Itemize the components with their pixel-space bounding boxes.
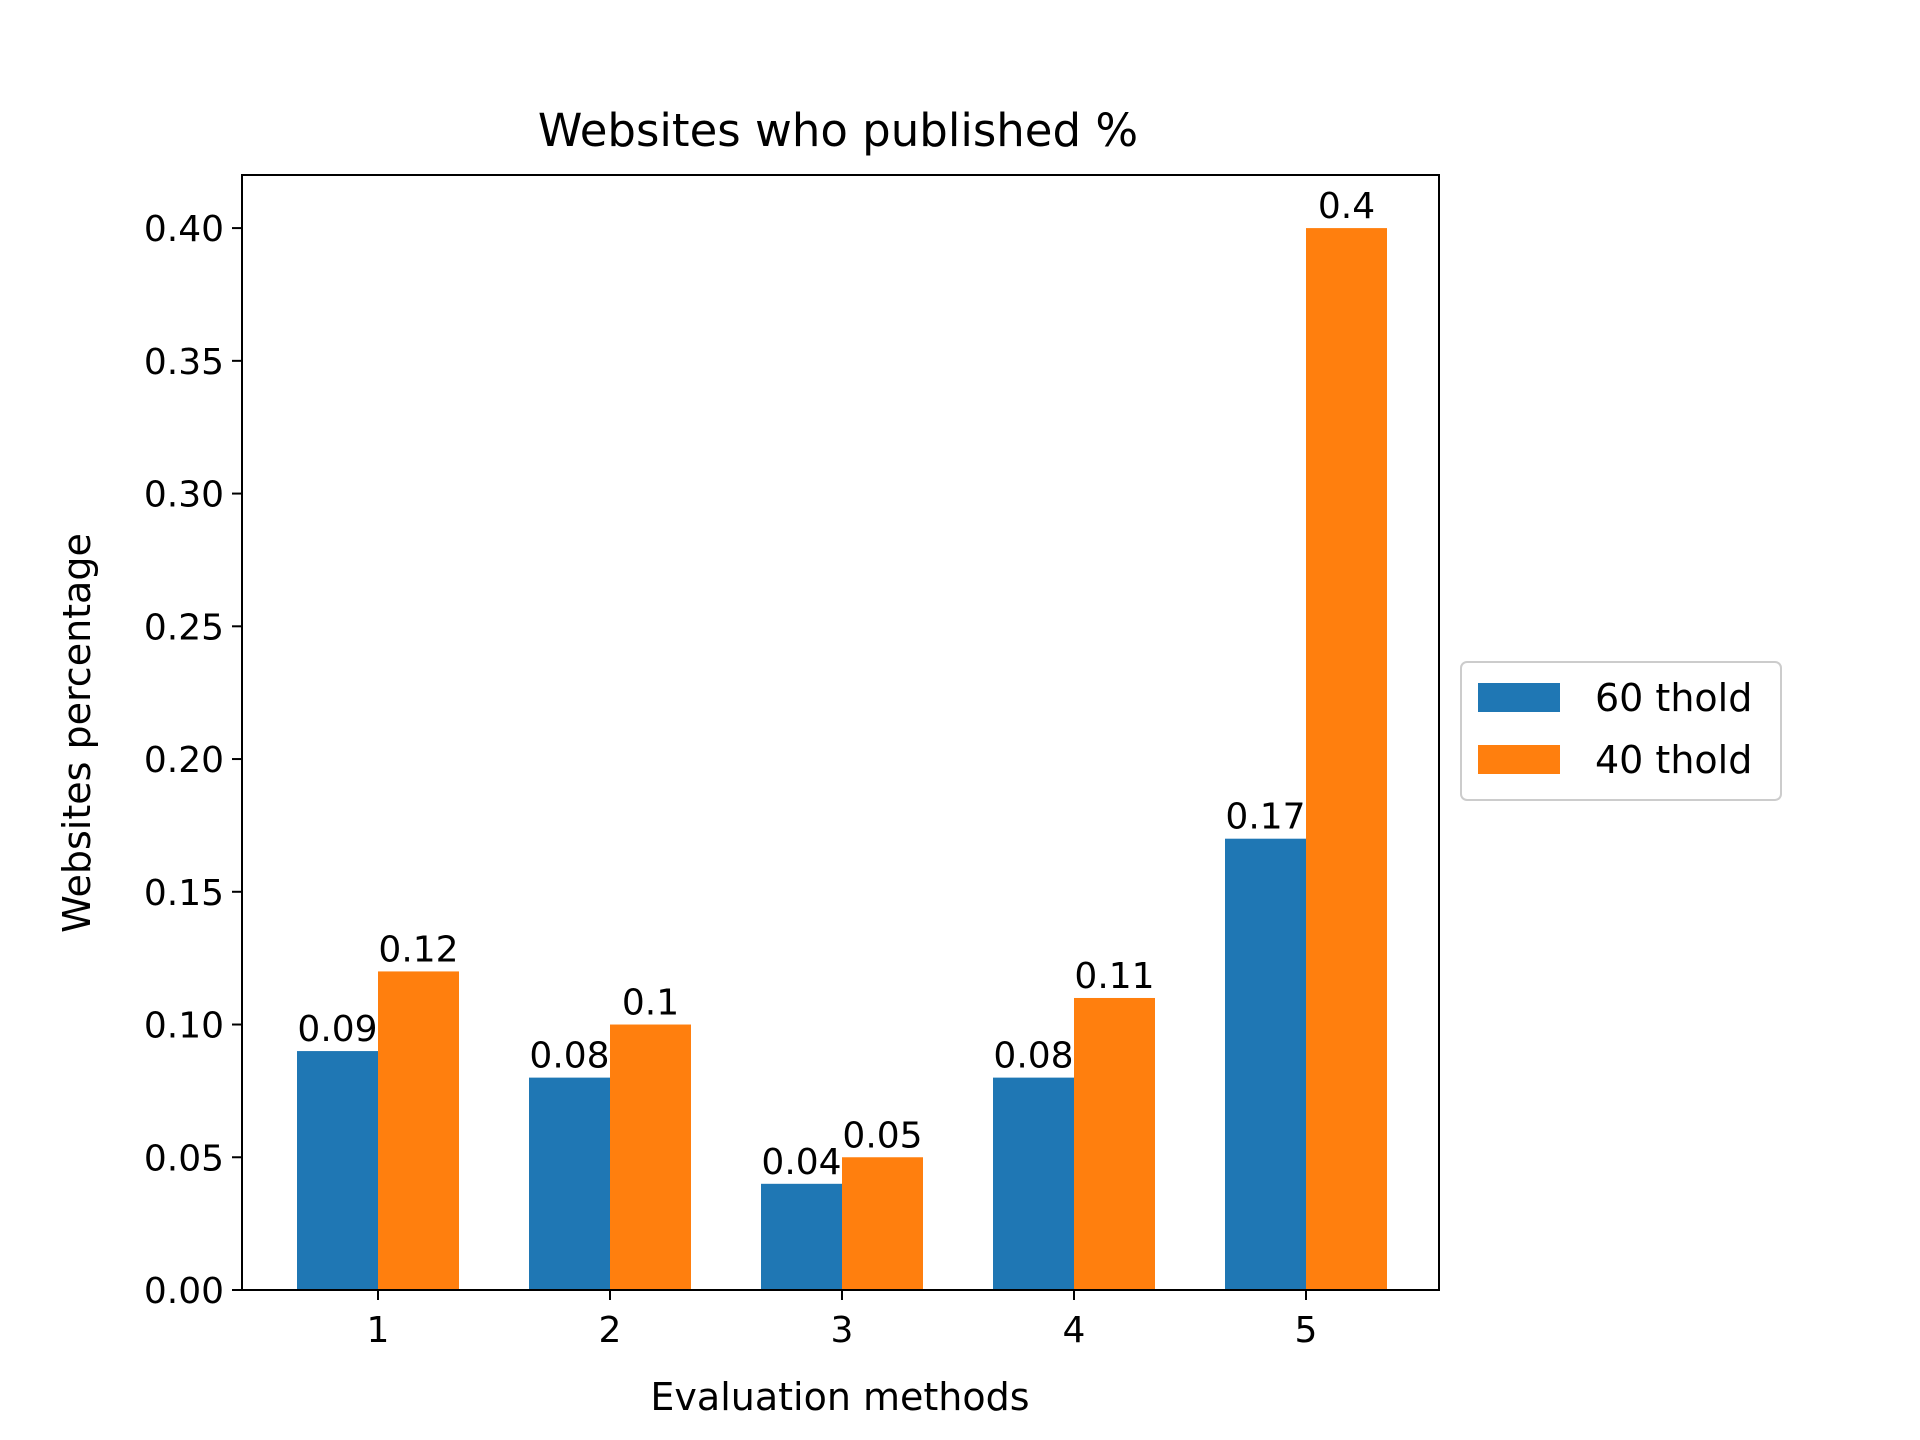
bar-value-label-60-thold-2: 0.08 bbox=[529, 1036, 609, 1077]
bar-value-label-40-thold-5: 0.4 bbox=[1318, 186, 1375, 227]
y-tick-label: 0.00 bbox=[144, 1271, 224, 1312]
bar-60-thold-2 bbox=[529, 1077, 610, 1290]
legend-swatch-40-thold bbox=[1478, 745, 1560, 774]
bar-value-label-60-thold-3: 0.04 bbox=[761, 1142, 841, 1183]
plot-frame bbox=[241, 174, 1440, 1291]
bar-60-thold-3 bbox=[761, 1183, 842, 1290]
bar-value-label-60-thold-5: 0.17 bbox=[1225, 797, 1305, 838]
bar-value-label-40-thold-2: 0.1 bbox=[622, 983, 679, 1024]
bar-40-thold-4 bbox=[1074, 997, 1155, 1290]
y-axis: 0.00 0.05 0.10 0.15 0.20 0.25 0.30 0.35 0.40 bbox=[144, 209, 242, 1312]
bar-value-label-40-thold-1: 0.12 bbox=[378, 929, 458, 970]
y-tick-label: 0.40 bbox=[144, 209, 224, 250]
bar-40-thold-5 bbox=[1306, 228, 1387, 1291]
bar-value-label-40-thold-4: 0.11 bbox=[1074, 956, 1154, 997]
y-axis-label: Websites percentage bbox=[55, 533, 99, 933]
legend-swatch-60-thold bbox=[1478, 683, 1560, 712]
bar-value-label-60-thold-1: 0.09 bbox=[297, 1009, 377, 1050]
x-tick-label-5: 5 bbox=[1295, 1310, 1318, 1351]
bar-60-thold-5 bbox=[1225, 838, 1306, 1290]
bar-value-label-60-thold-4: 0.08 bbox=[993, 1036, 1073, 1077]
y-tick-label: 0.10 bbox=[144, 1006, 224, 1047]
bar-40-thold-2 bbox=[610, 1024, 691, 1290]
x-tick-label-1: 1 bbox=[367, 1310, 390, 1351]
legend: 60 thold 40 thold bbox=[1460, 661, 1782, 801]
legend-label-40-thold: 40 thold bbox=[1595, 738, 1752, 782]
y-tick-label: 0.25 bbox=[144, 607, 224, 648]
y-tick-label: 0.20 bbox=[144, 740, 224, 781]
y-tick-label: 0.05 bbox=[144, 1138, 224, 1179]
bar-labels-group: 0.09 0.08 0.04 0.08 0.17 0.12 0.1 0.05 0.11 0.4 bbox=[297, 186, 1375, 1183]
x-tick-label-2: 2 bbox=[599, 1310, 622, 1351]
x-tick-label-3: 3 bbox=[831, 1310, 854, 1351]
y-tick-label: 0.35 bbox=[144, 342, 224, 383]
bar-value-label-40-thold-3: 0.05 bbox=[842, 1115, 922, 1156]
y-tick-label: 0.30 bbox=[144, 475, 224, 516]
y-tick-label: 0.15 bbox=[144, 873, 224, 914]
x-axis: 1 2 3 4 5 bbox=[367, 1290, 1318, 1351]
bar-40-thold-3 bbox=[842, 1157, 923, 1290]
x-axis-label: Evaluation methods bbox=[650, 1375, 1029, 1419]
bar-60-thold-1 bbox=[297, 1051, 378, 1290]
legend-label-60-thold: 60 thold bbox=[1595, 676, 1752, 720]
bar-40-thold-1 bbox=[378, 971, 459, 1290]
bar-60-thold-4 bbox=[993, 1077, 1074, 1290]
x-tick-label-4: 4 bbox=[1063, 1310, 1086, 1351]
bars-group bbox=[297, 228, 1387, 1291]
chart-title: Websites who published % bbox=[538, 104, 1138, 157]
